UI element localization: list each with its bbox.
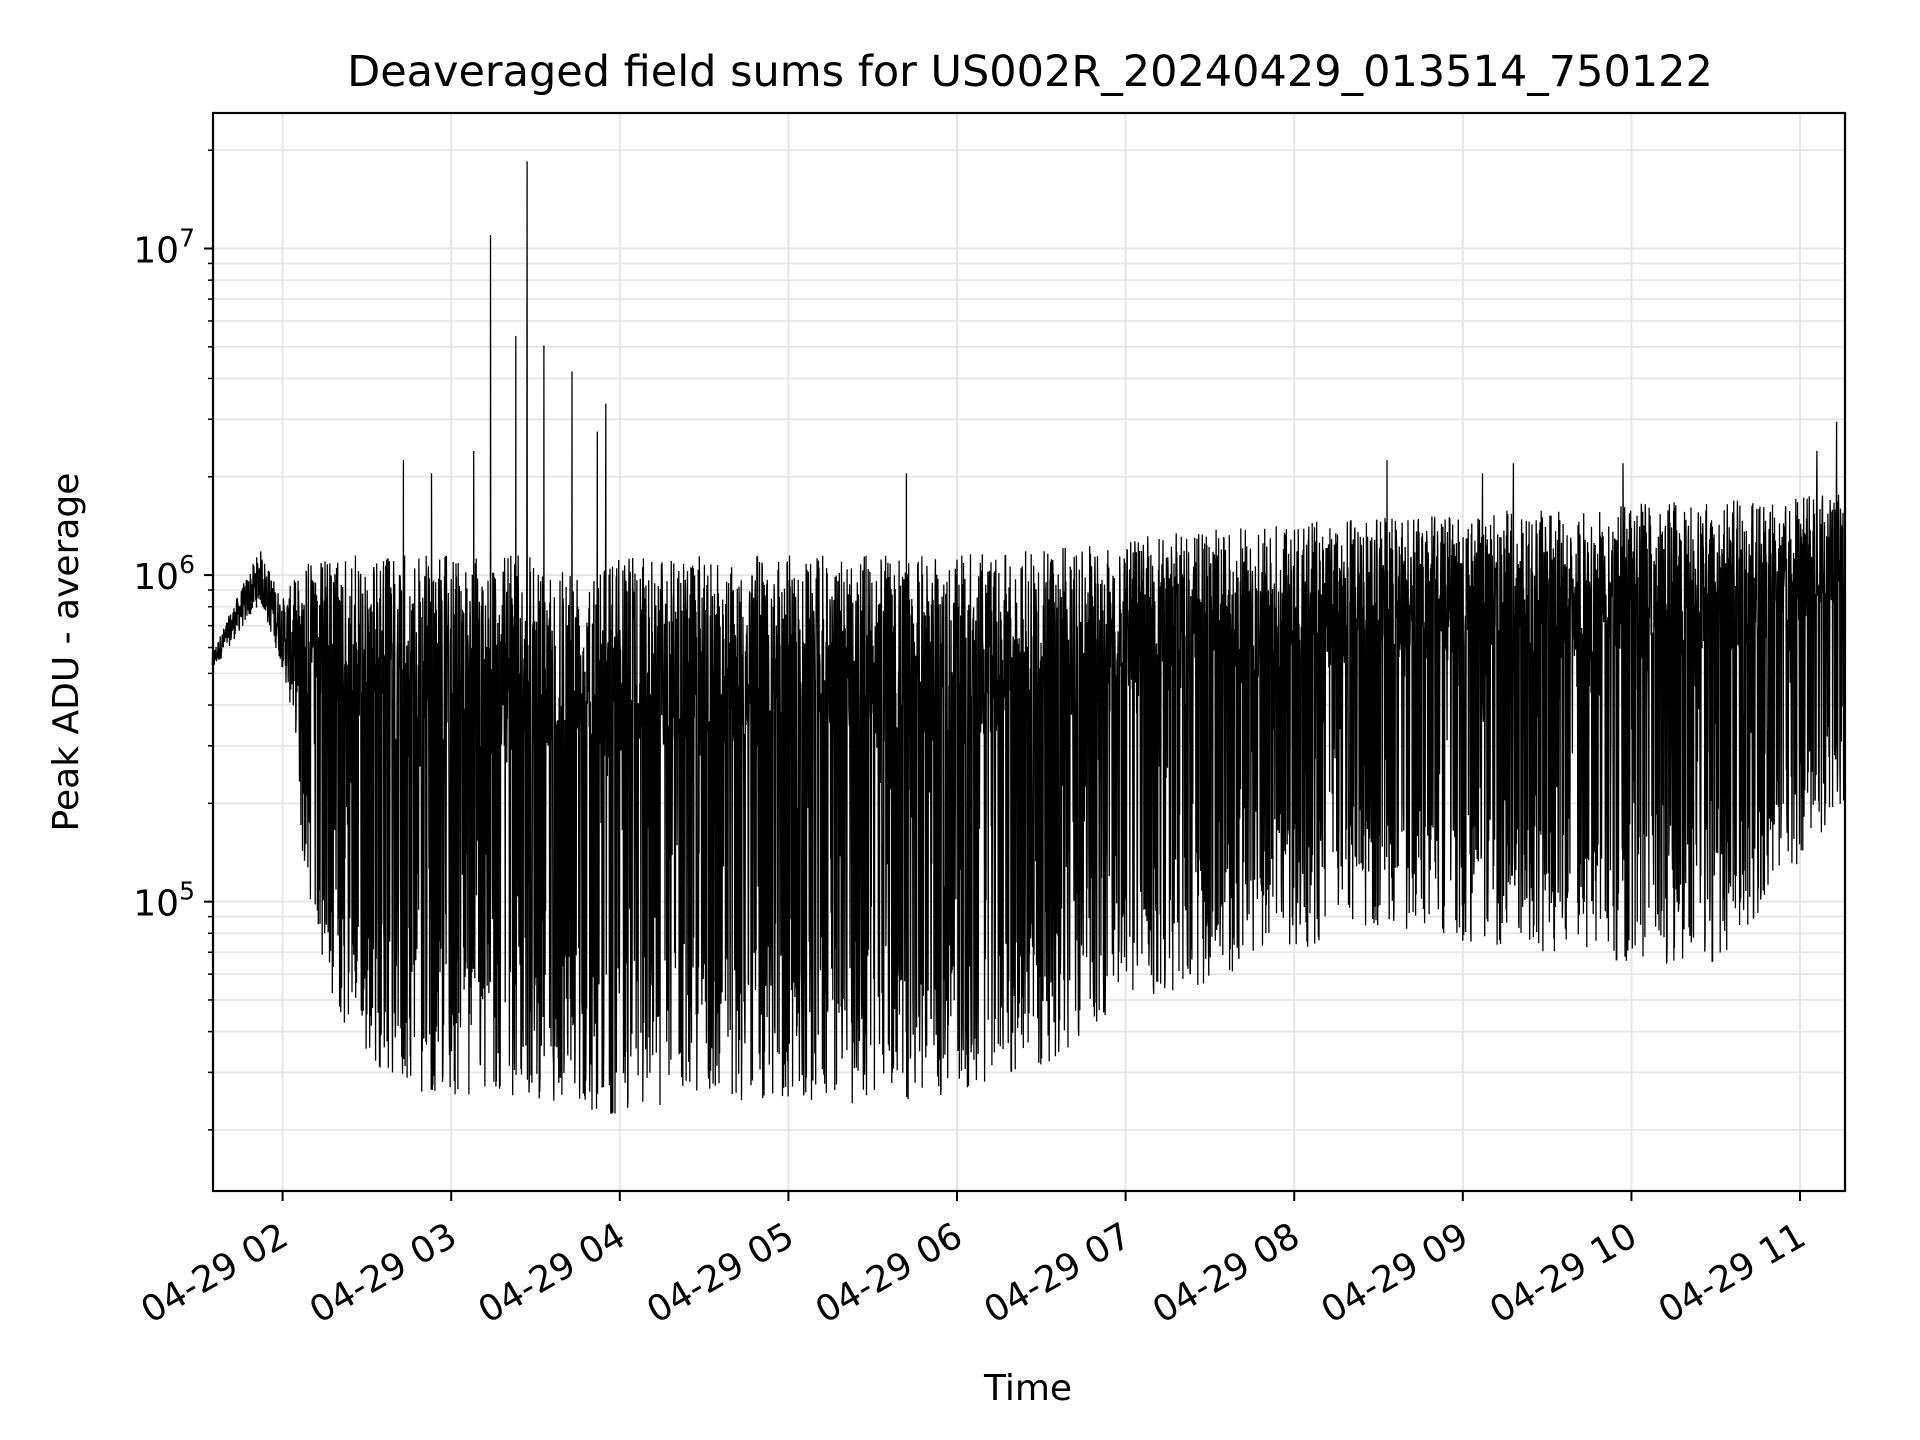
x-axis-label: Time <box>983 1368 1072 1409</box>
plot-frame <box>211 111 1847 1193</box>
y-tick-label: 105 <box>133 877 195 925</box>
y-axis: 105 106 107 <box>133 149 213 1131</box>
chart-title: Deaveraged field sums for US002R_2024042… <box>347 47 1713 97</box>
series-path <box>211 161 1846 1114</box>
series-line <box>211 161 1846 1114</box>
y-axis-label: Peak ADU - average <box>46 473 87 832</box>
y-tick-label: 107 <box>133 224 195 272</box>
y-tick-label: 106 <box>133 550 195 598</box>
